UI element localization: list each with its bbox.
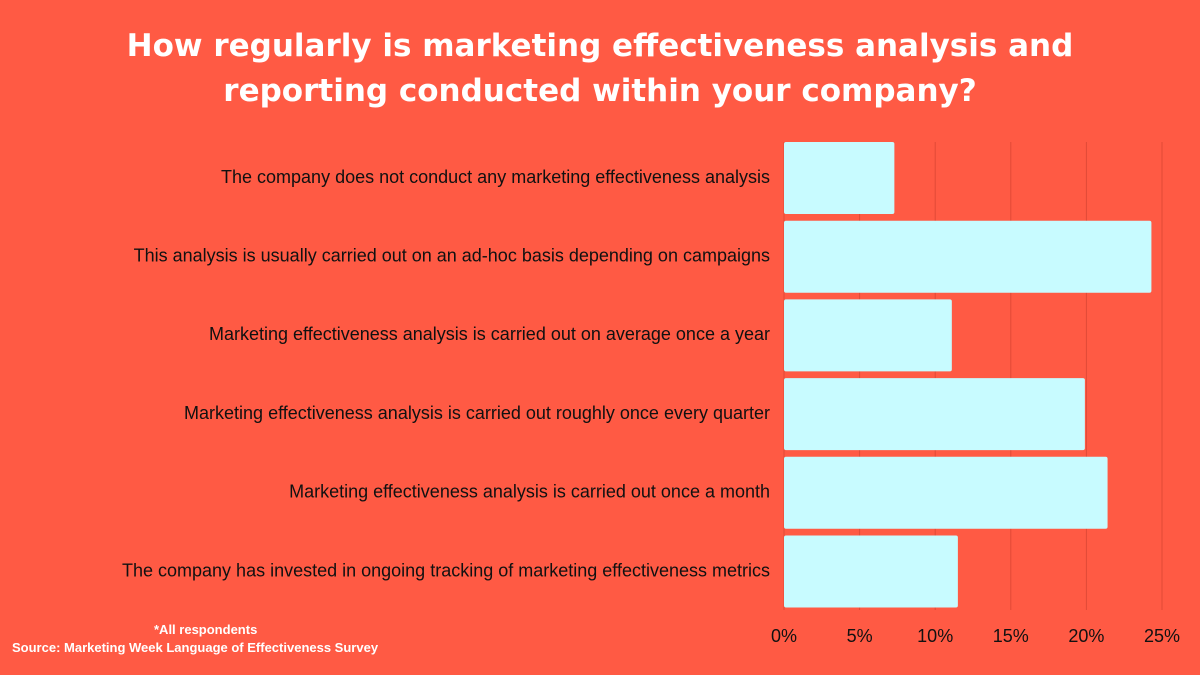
category-label-3: Marketing effectiveness analysis is carr…	[184, 403, 770, 423]
x-tick-label-1: 5%	[847, 626, 873, 646]
category-labels: The company does not conduct any marketi…	[122, 167, 770, 581]
bar-5	[784, 535, 958, 608]
x-tick-label-5: 25%	[1144, 626, 1180, 646]
x-tick-label-2: 10%	[917, 626, 953, 646]
category-label-5: The company has invested in ongoing trac…	[122, 560, 770, 580]
x-axis-tick-labels: 0% 5% 10% 15% 20% 25%	[771, 626, 1180, 646]
category-label-2: Marketing effectiveness analysis is carr…	[209, 324, 770, 344]
chart-title-line-1: How regularly is marketing effectiveness…	[126, 28, 1074, 64]
category-label-1: This analysis is usually carried out on …	[134, 245, 770, 265]
source-note: Source: Marketing Week Language of Effec…	[12, 640, 379, 655]
chart-title: How regularly is marketing effectiveness…	[70, 24, 1130, 114]
x-tick-label-4: 20%	[1068, 626, 1104, 646]
bar-1	[784, 220, 1152, 293]
x-tick-label-3: 15%	[993, 626, 1029, 646]
bar-3	[784, 378, 1085, 451]
bars	[784, 142, 1152, 608]
grid-lines	[783, 142, 1163, 610]
chart-title-line-2: reporting conducted within your company?	[223, 73, 977, 109]
bar-0	[784, 142, 895, 214]
x-tick-label-0: 0%	[771, 626, 797, 646]
bar-4	[784, 456, 1108, 529]
category-label-4: Marketing effectiveness analysis is carr…	[289, 482, 770, 502]
bar-2	[784, 299, 952, 372]
footnote: *All respondents	[154, 622, 258, 637]
category-label-0: The company does not conduct any marketi…	[221, 167, 770, 187]
